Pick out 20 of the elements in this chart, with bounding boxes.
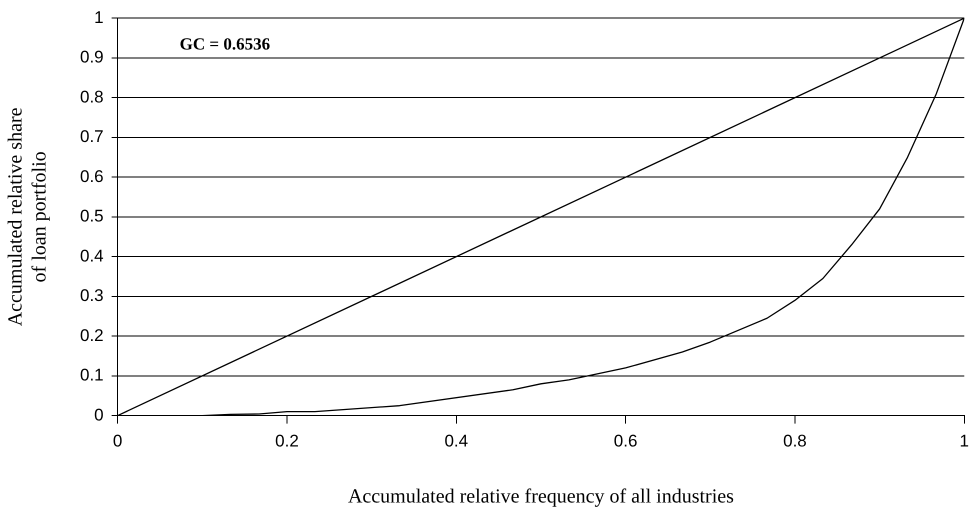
- y-axis-title: Accumulated relative share of loan portfolio: [4, 107, 50, 326]
- y-tick-label: 0.7: [80, 127, 104, 146]
- y-tick-label: 0.4: [80, 246, 104, 266]
- y-tick-label: 0: [94, 405, 104, 424]
- y-tick-label: 0.8: [80, 87, 104, 106]
- x-tick-label: 0.6: [614, 431, 638, 450]
- x-tick-label: 0.8: [783, 431, 807, 450]
- x-tick-label: 0.4: [444, 431, 468, 450]
- y-tick-label: 0.5: [80, 206, 104, 226]
- x-axis-title: Accumulated relative frequency of all industries: [348, 485, 734, 508]
- x-tick-label: 1: [960, 431, 970, 450]
- x-tick-label: 0: [112, 431, 122, 450]
- y-tick-label: 0.6: [80, 166, 104, 186]
- x-tick-label: 0.2: [275, 431, 299, 450]
- y-tick-label: 0.9: [80, 48, 104, 67]
- y-tick-label: 0.1: [80, 366, 104, 385]
- annotation: GC = 0.6536: [180, 34, 270, 54]
- y-tick-label: 0.2: [80, 326, 104, 345]
- y-tick-label: 1: [94, 8, 104, 27]
- y-tick-label: 0.3: [80, 286, 104, 306]
